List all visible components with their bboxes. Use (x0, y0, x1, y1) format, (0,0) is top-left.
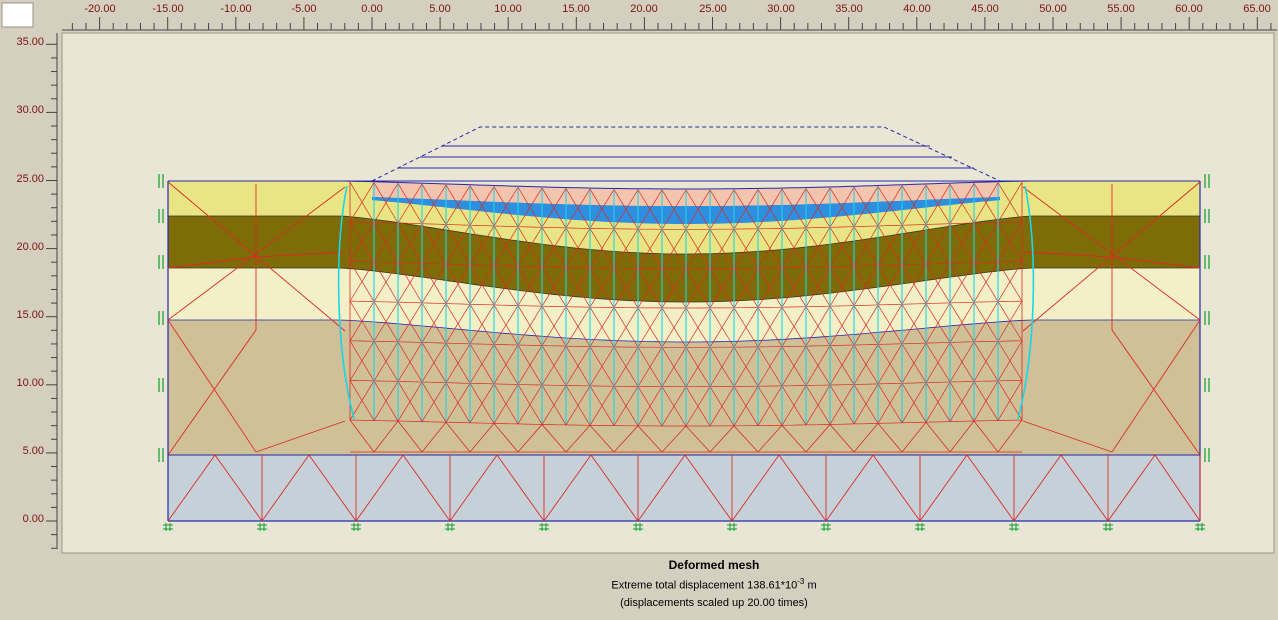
v-ruler-label: 10.00 (16, 377, 44, 389)
embankment-outline (371, 126, 1001, 182)
ruler-ticks (1, 2, 1277, 549)
caption-displacement-exponent: -3 (797, 577, 805, 586)
h-ruler-label: 45.00 (971, 3, 999, 15)
v-ruler-label: 20.00 (16, 241, 44, 253)
h-ruler-label: 65.00 (1243, 3, 1271, 15)
h-ruler-label: -10.00 (220, 3, 252, 15)
h-ruler-label: -5.00 (291, 3, 317, 15)
v-ruler-label: 5.00 (22, 445, 44, 457)
caption-displacement: Extreme total displacement 138.61*10-3 m (434, 577, 994, 592)
caption-displacement-text: Extreme total displacement 138.61*10 (611, 579, 798, 592)
h-ruler-label: 60.00 (1175, 3, 1203, 15)
v-ruler-label: 15.00 (16, 309, 44, 321)
h-ruler-label: 50.00 (1039, 3, 1067, 15)
caption-scale-note: (displacements scaled up 20.00 times) (620, 596, 808, 609)
caption: Deformed mesh Extreme total displacement… (434, 558, 994, 609)
caption-title: Deformed mesh (668, 558, 760, 572)
h-ruler-label: 5.00 (429, 3, 451, 15)
v-ruler-label: 30.00 (16, 104, 44, 116)
h-ruler-label: 15.00 (562, 3, 590, 15)
h-ruler-label: -20.00 (84, 3, 116, 15)
h-ruler-label: 30.00 (767, 3, 795, 15)
fixity-symbols (158, 174, 1210, 531)
h-ruler-label: 0.00 (361, 3, 383, 15)
h-ruler-label: 25.00 (699, 3, 727, 15)
v-ruler-label: 0.00 (22, 513, 44, 525)
v-ruler-label: 25.00 (16, 173, 44, 185)
ruler-corner-box (1, 2, 34, 28)
h-ruler-label: 55.00 (1107, 3, 1135, 15)
h-ruler-label: -15.00 (152, 3, 184, 15)
h-ruler-label: 20.00 (630, 3, 658, 15)
caption-displacement-unit: m (804, 579, 817, 592)
h-ruler-label: 40.00 (903, 3, 931, 15)
h-ruler-label: 10.00 (494, 3, 522, 15)
drain-lines (337, 183, 1035, 425)
v-ruler-label: 35.00 (16, 36, 44, 48)
h-ruler-label: 35.00 (835, 3, 863, 15)
